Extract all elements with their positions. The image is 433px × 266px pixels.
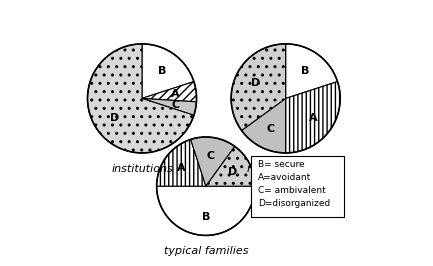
Text: typical families: typical families [164, 246, 248, 256]
Wedge shape [231, 44, 286, 130]
Wedge shape [286, 44, 337, 98]
Text: A: A [171, 89, 180, 99]
Text: D: D [229, 167, 238, 177]
Text: C: C [266, 123, 275, 134]
Text: maltreatment: maltreatment [247, 164, 324, 174]
Wedge shape [157, 139, 206, 186]
FancyBboxPatch shape [251, 156, 344, 217]
Text: D: D [251, 78, 260, 88]
Wedge shape [242, 98, 286, 153]
Text: C: C [171, 100, 179, 110]
Text: A: A [177, 163, 185, 173]
Text: B= secure: B= secure [258, 160, 304, 169]
Wedge shape [142, 82, 197, 102]
Text: A=avoidant: A=avoidant [258, 173, 311, 182]
Text: C= ambivalent: C= ambivalent [258, 186, 326, 195]
Text: B: B [202, 212, 210, 222]
Text: A: A [309, 113, 317, 123]
Text: B: B [158, 66, 166, 76]
Wedge shape [191, 137, 235, 186]
Text: C: C [207, 151, 215, 161]
Wedge shape [206, 146, 255, 186]
Text: D: D [110, 113, 120, 123]
Wedge shape [142, 44, 194, 98]
Wedge shape [157, 186, 255, 235]
Wedge shape [286, 82, 340, 153]
Text: D=disorganized: D=disorganized [258, 199, 330, 208]
Wedge shape [142, 98, 197, 115]
Wedge shape [87, 44, 194, 153]
Text: B: B [301, 66, 310, 76]
Text: institutions: institutions [111, 164, 173, 174]
